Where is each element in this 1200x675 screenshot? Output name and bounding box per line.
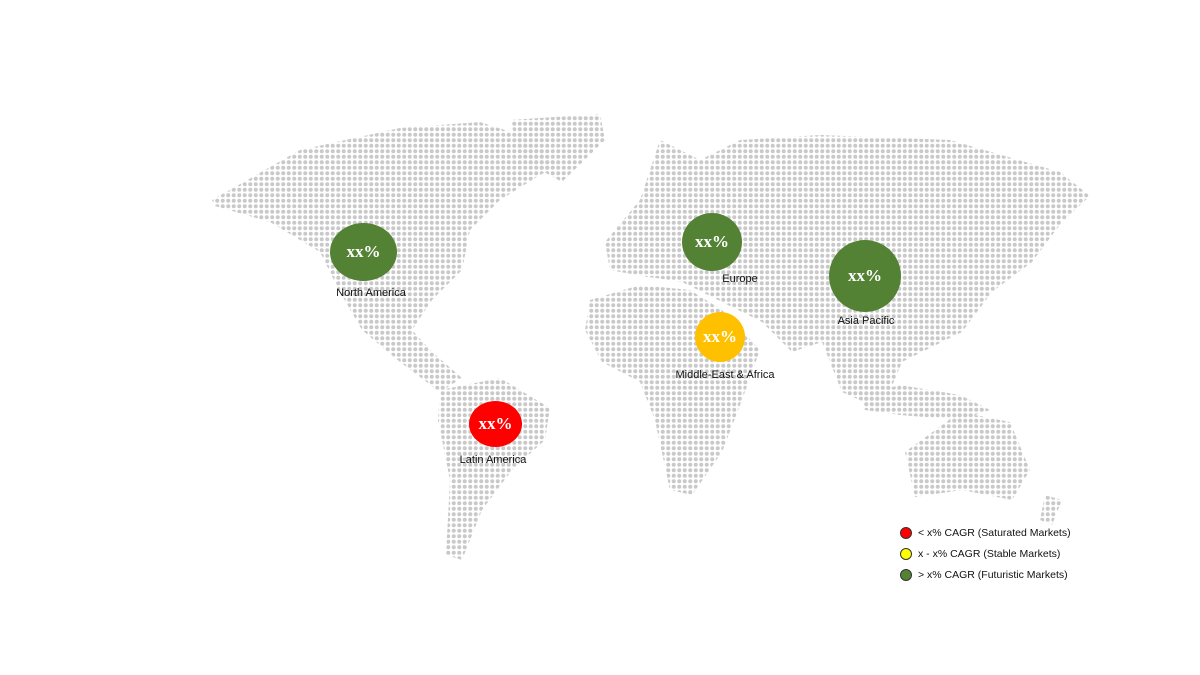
legend: < x% CAGR (Saturated Markets) x - x% CAG… (900, 522, 1071, 585)
legend-label: < x% CAGR (Saturated Markets) (918, 526, 1071, 539)
legend-label: x - x% CAGR (Stable Markets) (918, 547, 1061, 560)
new-zealand-land (1040, 495, 1062, 525)
legend-item-saturated: < x% CAGR (Saturated Markets) (900, 522, 1071, 543)
greenland-land (510, 114, 605, 182)
legend-item-futuristic: > x% CAGR (Futuristic Markets) (900, 564, 1071, 585)
latin-america-label: Latin America (459, 454, 527, 466)
south-america-land (438, 378, 550, 560)
asia-pacific-value: xx% (848, 266, 882, 285)
middle-east-africa-bubble: xx% (695, 312, 745, 362)
legend-item-stable: x - x% CAGR (Stable Markets) (900, 543, 1071, 564)
north-america-label: North America (336, 287, 406, 299)
europe-label: Europe (722, 273, 758, 285)
asia-pacific-label: Asia Pacific (837, 315, 895, 327)
middle-east-africa-label: Middle-East & Africa (675, 369, 775, 381)
europe-bubble: xx% (682, 213, 742, 271)
latin-america-value: xx% (478, 414, 513, 433)
green-dot-icon (900, 568, 912, 581)
asia-pacific-bubble: xx% (829, 240, 901, 312)
north-america-value: xx% (346, 242, 381, 261)
middle-east-africa-value: xx% (703, 327, 737, 346)
europe-value: xx% (695, 232, 729, 251)
latin-america-bubble: xx% (469, 401, 522, 447)
north-america-bubble: xx% (330, 223, 397, 281)
yellow-dot-icon (900, 547, 912, 560)
australia-land (905, 412, 1030, 500)
red-dot-icon (900, 526, 912, 539)
southeast-asia-islands-land (860, 385, 990, 420)
legend-label: > x% CAGR (Futuristic Markets) (918, 568, 1068, 581)
